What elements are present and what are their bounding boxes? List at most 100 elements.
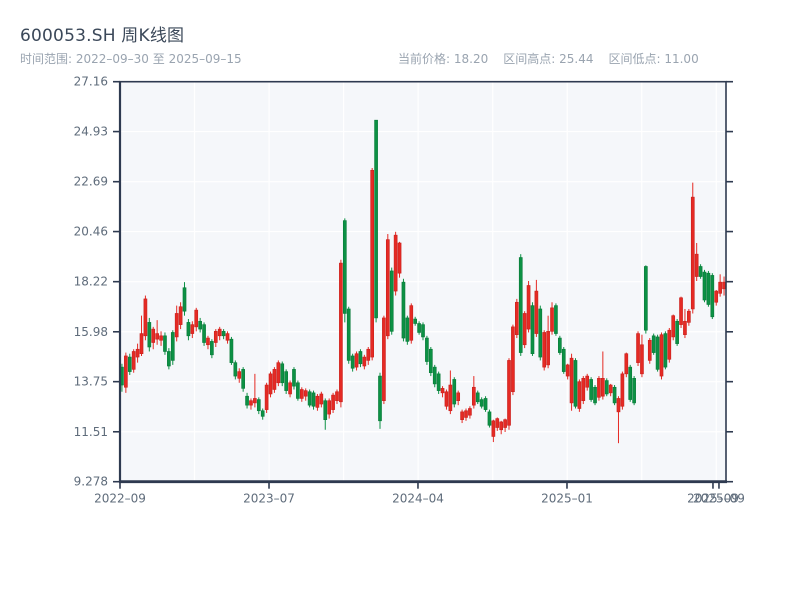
candle-body: [565, 364, 570, 377]
candle-body: [393, 234, 398, 292]
candle-body: [573, 360, 578, 407]
x-tick-label: 2024–04: [392, 492, 444, 506]
candle-body: [217, 328, 222, 337]
candle-body: [554, 305, 558, 334]
x-tick-label: 2025–09: [687, 492, 739, 506]
candle-body: [718, 281, 722, 294]
candle-body: [475, 392, 480, 403]
candle-body: [452, 379, 457, 405]
candle-body: [421, 324, 425, 338]
range-low-value: 11.00: [664, 52, 699, 66]
candle-body: [624, 353, 629, 375]
candle-body: [464, 410, 468, 418]
candle-body: [647, 339, 652, 361]
candle-body: [159, 335, 163, 341]
candle-body: [272, 369, 277, 390]
candle-body: [401, 281, 406, 339]
candle-body: [335, 391, 339, 401]
candle-body: [190, 324, 195, 334]
candle-body: [339, 262, 343, 403]
candle-body: [327, 400, 331, 415]
candle-body: [213, 331, 218, 343]
candle-body: [182, 287, 187, 312]
candle-body: [483, 398, 488, 410]
candle-body: [675, 320, 679, 344]
candle-body: [174, 313, 179, 338]
candle-body: [558, 337, 562, 353]
x-tick-label: 2022–09: [94, 492, 146, 506]
candle-body: [538, 308, 543, 358]
candle-body: [346, 308, 351, 361]
candle-body: [135, 348, 140, 358]
candle-body: [546, 331, 550, 366]
range-low-stat: 区间低点: 11.00: [608, 50, 698, 67]
y-tick-label: 11.51: [74, 425, 108, 439]
range-high-label: 区间高点:: [503, 52, 556, 66]
candle-body: [378, 375, 382, 422]
y-tick-label: 9.278: [74, 475, 108, 489]
candle-body: [679, 297, 683, 325]
candle-body: [268, 373, 273, 395]
candle-body: [362, 356, 367, 367]
candle-body: [167, 351, 171, 367]
candle-body: [683, 320, 687, 335]
candle-body: [405, 317, 410, 342]
candle-body: [432, 366, 437, 385]
candle-body: [425, 337, 429, 362]
x-axis: 2022–09 2023–07 2024–04 2025–01 2025–092025–…: [94, 481, 745, 506]
candle-body: [616, 398, 621, 413]
candle-body: [221, 331, 226, 337]
candle-body: [127, 356, 132, 372]
candle-body: [522, 313, 527, 346]
candle-body: [628, 366, 633, 400]
candle-body: [299, 389, 304, 399]
candle-body: [202, 324, 206, 343]
candle-body: [655, 336, 660, 370]
candle-body: [417, 323, 421, 333]
candle-body: [593, 386, 597, 404]
y-tick-label: 13.75: [74, 375, 108, 389]
candle-body: [534, 290, 539, 334]
candle-body: [550, 307, 554, 332]
candle-body: [499, 421, 504, 431]
candle-body: [366, 348, 371, 361]
candle-body: [163, 335, 167, 352]
candle-body: [198, 320, 202, 330]
candle-body: [194, 309, 199, 328]
candle-body: [460, 411, 464, 420]
candle-body: [296, 382, 300, 399]
y-tick-label: 15.98: [74, 325, 108, 339]
candle-body: [288, 382, 292, 395]
candle-body: [604, 380, 609, 395]
candle-body: [503, 419, 507, 428]
candle-body: [409, 305, 414, 341]
candle-body: [436, 373, 441, 391]
candle-body: [581, 378, 586, 401]
candle-body: [350, 355, 355, 369]
candle-body: [256, 399, 261, 412]
candle-body: [229, 338, 234, 363]
candle-body: [315, 395, 320, 408]
date-range-subtitle: 时间范围: 2022–09–30 至 2025–09–15: [20, 52, 242, 66]
candle-body: [428, 348, 433, 374]
range-high-value: 25.44: [559, 52, 594, 66]
y-tick-label: 22.69: [74, 175, 108, 189]
candle-body: [444, 391, 449, 407]
candle-body: [636, 333, 640, 363]
candle-body: [307, 391, 312, 406]
candle-body: [237, 371, 242, 379]
candle-body: [186, 322, 191, 337]
candle-body: [206, 337, 210, 346]
candle-body: [323, 400, 328, 420]
candle-body: [225, 333, 230, 341]
candle-body: [651, 335, 656, 353]
candle-body: [687, 310, 691, 323]
candle-body: [245, 395, 249, 406]
candle-body: [640, 344, 644, 375]
candle-body: [331, 394, 335, 410]
candle-body: [515, 301, 519, 335]
candle-body: [542, 332, 547, 368]
candle-body: [342, 220, 347, 314]
candle-body: [471, 386, 476, 406]
candle-body: [644, 266, 648, 331]
